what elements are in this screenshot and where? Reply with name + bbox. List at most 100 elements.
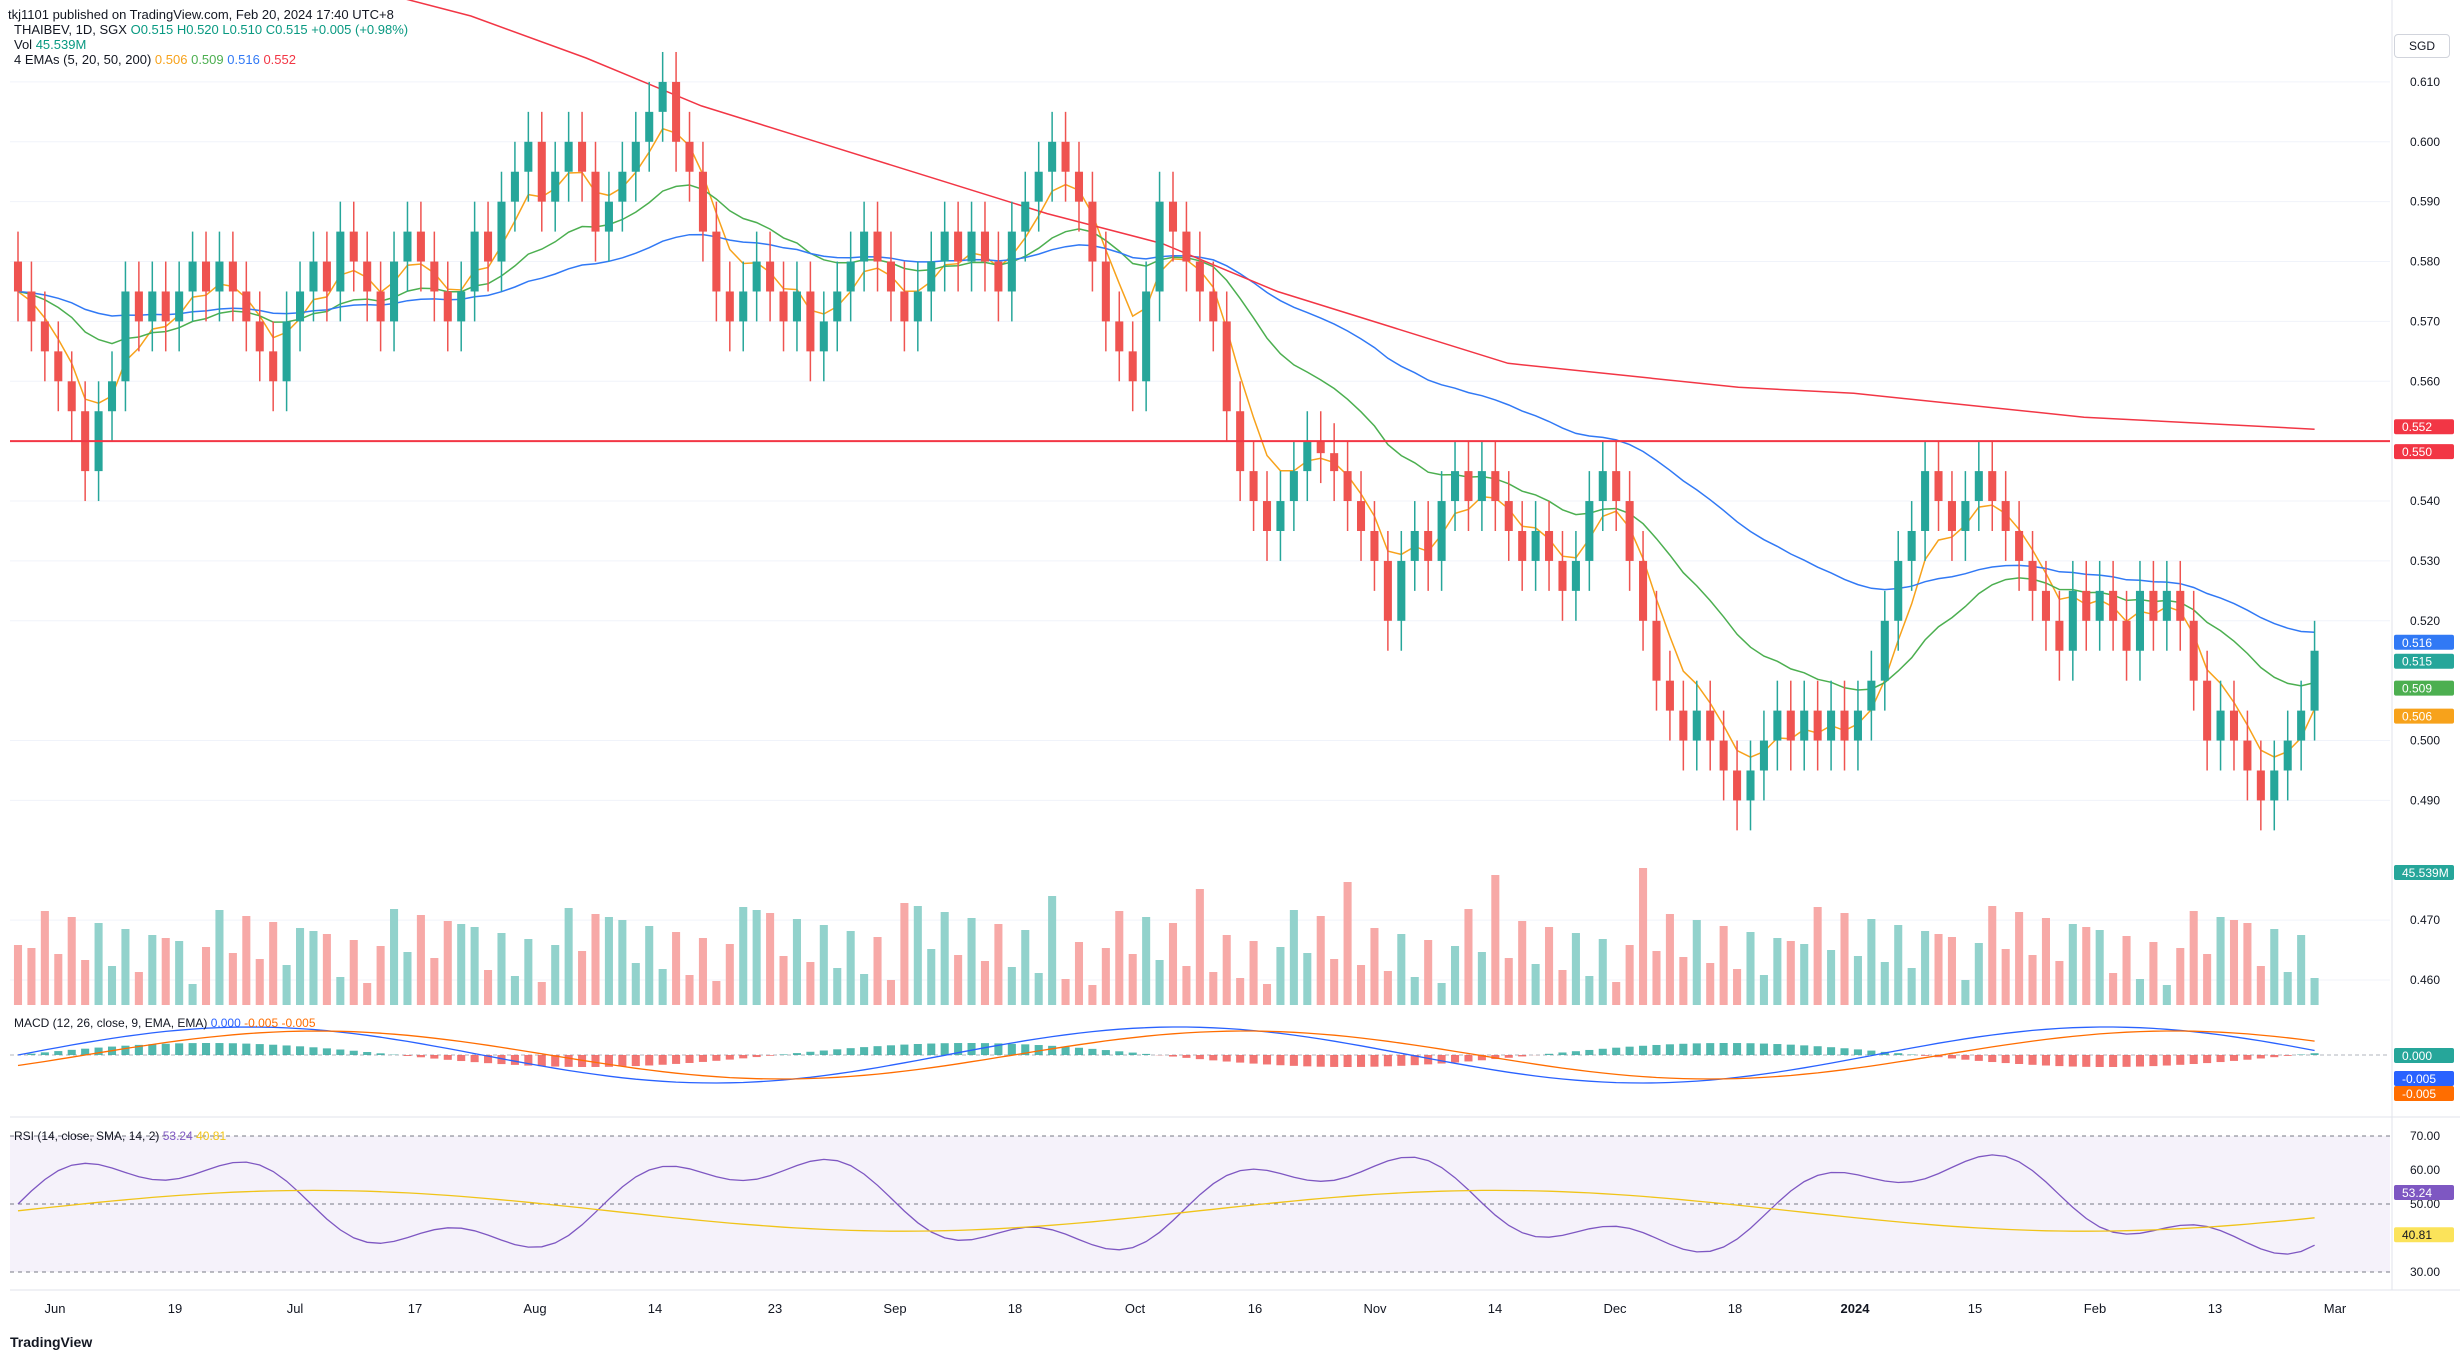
rsi-pane: [10, 1135, 2390, 1273]
candle-body: [1518, 530, 1527, 561]
candle-body: [900, 291, 909, 322]
macd-histogram-bar: [1800, 1045, 1809, 1055]
tradingview-logo[interactable]: TradingView: [10, 1334, 93, 1350]
volume-bar: [1612, 982, 1621, 1005]
volume-bar: [900, 903, 909, 1005]
macd-histogram-bar: [175, 1043, 184, 1055]
symbol-info[interactable]: THAIBEV, 1D, SGX: [14, 22, 127, 37]
macd-histogram-bar: [1115, 1051, 1124, 1055]
macd-histogram-bar: [2135, 1055, 2145, 1067]
ema-label[interactable]: 4 EMAs (5, 20, 50, 200): [14, 52, 152, 67]
rsi-label-bg: [2394, 1184, 2454, 1200]
macd-histogram-bar: [1289, 1055, 1298, 1066]
candle-body: [1370, 530, 1379, 561]
candle-body: [228, 261, 237, 292]
ohlc-values: O0.515 H0.520 L0.510 C0.515 +0.005 (+0.9…: [130, 22, 409, 37]
candle-body: [672, 81, 681, 142]
macd-histogram-bar: [1518, 1055, 1527, 1057]
candle-body: [2109, 590, 2118, 621]
macd-histogram-bar: [1477, 1055, 1486, 1061]
macd-histogram-bar: [1168, 1055, 1178, 1057]
candle-body: [1168, 201, 1178, 232]
volume-bar: [107, 966, 117, 1005]
volume-bar: [672, 932, 681, 1005]
volume-bar: [309, 931, 318, 1005]
volume-bar: [2216, 917, 2225, 1005]
macd-label[interactable]: MACD (12, 26, close, 9, EMA, EMA): [14, 1016, 208, 1030]
volume-bar: [1504, 958, 1513, 1005]
macd-histogram-bar: [564, 1055, 573, 1067]
macd-histogram-bar: [2149, 1055, 2158, 1067]
candle-body: [645, 111, 654, 142]
volume-bar: [886, 980, 895, 1005]
volume-bar: [81, 960, 90, 1005]
candle-body: [134, 291, 143, 322]
volume-bar: [1988, 906, 1997, 1005]
macd-signal-value: -0.005: [244, 1016, 279, 1030]
volume-bar: [2082, 927, 2091, 1005]
candle-body: [175, 291, 184, 322]
candle-body: [2283, 740, 2292, 771]
price-label-bg: [2394, 653, 2454, 669]
macd-histogram-bar: [470, 1055, 479, 1063]
candle-body: [779, 291, 788, 322]
volume-bar: [1142, 917, 1151, 1005]
macd-histogram-bar: [2189, 1055, 2198, 1065]
candle-body: [833, 291, 842, 322]
time-tick-label: 17: [408, 1301, 422, 1316]
candle-body: [2203, 680, 2212, 741]
volume-bar: [242, 916, 251, 1005]
macd-histogram-bar: [2229, 1055, 2239, 1061]
macd-histogram-bar: [618, 1055, 627, 1067]
rsi-band: [10, 1136, 2390, 1272]
macd-histogram-bar: [806, 1051, 815, 1055]
volume-bar: [1182, 966, 1191, 1005]
macd-histogram-bar: [2015, 1055, 2024, 1064]
macd-histogram-bar: [1625, 1046, 1634, 1055]
candle-body: [376, 291, 385, 322]
volume-bar: [1477, 952, 1486, 1005]
candle-body: [1880, 620, 1889, 681]
volume-bar: [282, 965, 291, 1005]
volume-bar: [2189, 911, 2198, 1005]
macd-histogram-bar: [1424, 1055, 1433, 1065]
macd-histogram-bar: [819, 1050, 828, 1055]
candle-body: [1451, 471, 1460, 502]
volume-bar: [994, 924, 1003, 1005]
volume-bar: [1276, 947, 1285, 1005]
volume-bar: [1518, 921, 1527, 1005]
macd-histogram-bar: [228, 1043, 237, 1055]
volume-bar: [1303, 953, 1312, 1005]
volume-bar: [2055, 961, 2064, 1005]
rsi-label[interactable]: RSI (14, close, SMA, 14, 2): [14, 1129, 160, 1143]
volume-bar: [1947, 937, 1956, 1005]
macd-histogram-bar: [833, 1049, 842, 1055]
volume-bar: [1706, 963, 1715, 1005]
macd-histogram-bar: [1733, 1043, 1742, 1055]
macd-histogram-bar: [282, 1045, 291, 1055]
macd-histogram-bar: [1612, 1047, 1621, 1055]
candle-body: [1733, 770, 1742, 801]
candle-body: [215, 261, 224, 292]
volume-label[interactable]: Vol: [14, 37, 33, 52]
macd-line: [17, 1026, 2315, 1084]
macd-histogram-bar: [1692, 1043, 1701, 1055]
volume-bar: [2041, 918, 2050, 1005]
macd-histogram-bar: [1652, 1044, 1661, 1055]
volume-bar: [67, 917, 76, 1005]
currency-button[interactable]: SGD: [2394, 34, 2450, 58]
candle-body: [2229, 710, 2239, 741]
candle-body: [1947, 501, 1956, 531]
candle-body: [1249, 471, 1258, 502]
candle-body: [1545, 530, 1554, 561]
volume-bar: [2068, 924, 2077, 1005]
time-tick-label: Dec: [1603, 1301, 1627, 1316]
macd-label-bg: [2394, 1086, 2454, 1101]
macd-histogram-bar: [1639, 1045, 1648, 1055]
candle-body: [2135, 590, 2145, 651]
volume-bar: [336, 977, 345, 1005]
volume-bar: [1733, 969, 1742, 1005]
candle-body: [1410, 530, 1419, 561]
macd-histogram-bar: [121, 1045, 130, 1055]
